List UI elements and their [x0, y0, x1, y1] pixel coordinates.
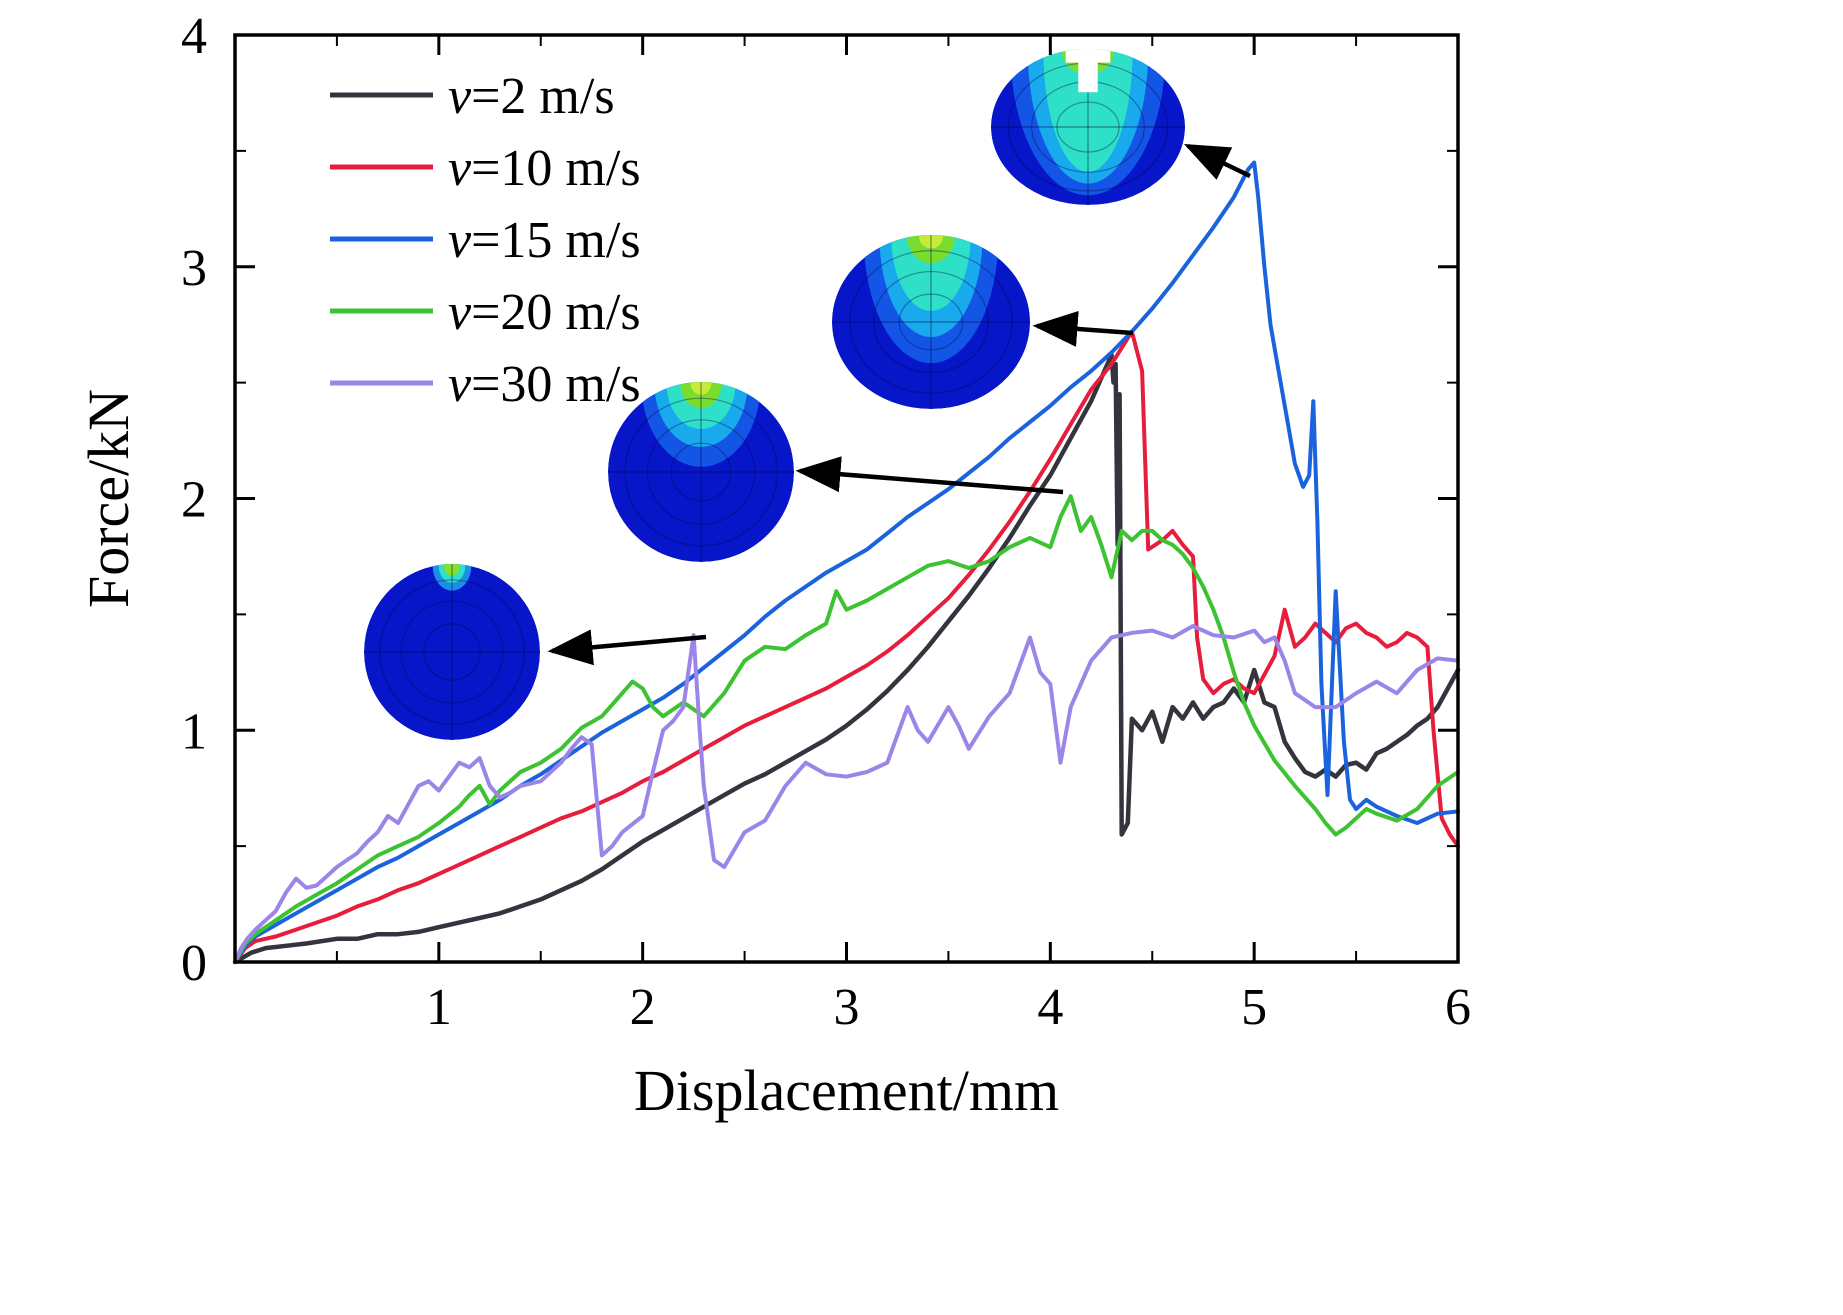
series-line-v-2	[232, 352, 1461, 965]
y-tick-label: 2	[181, 472, 207, 529]
arrow-stage-4	[1183, 143, 1251, 180]
arrow-stage-3	[1032, 310, 1134, 347]
legend-label: v=30 m/s	[448, 356, 641, 413]
axes: 1 2 3 4 5 6 0 1 2 3 4 Displacement/mm Force/kN	[76, 8, 1471, 1123]
arrow-stage-2	[795, 456, 1064, 495]
annotation-arrows	[547, 143, 1251, 666]
series-line-v-30	[233, 624, 1460, 964]
y-tick-label: 3	[181, 240, 207, 297]
legend-item-v-30: v=30 m/s	[330, 356, 641, 413]
x-tick-label: 6	[1445, 979, 1471, 1036]
x-tick-label: 2	[630, 979, 656, 1036]
legend-item-v-15: v=15 m/s	[330, 212, 641, 269]
deformation-stage-4	[991, 49, 1185, 205]
series-line-v-20	[233, 494, 1460, 964]
series-line-v-15	[233, 160, 1460, 964]
deformation-stage-2	[608, 382, 794, 562]
arrow-stage-1	[547, 629, 707, 666]
legend: v=2 m/s v=10 m/s v=15 m/s v=20 m/s v=30 m/s	[330, 68, 641, 413]
x-tick-label: 5	[1241, 979, 1267, 1036]
deformation-insets	[364, 49, 1185, 740]
legend-label: v=15 m/s	[448, 212, 641, 269]
y-tick-label: 0	[181, 935, 207, 992]
series-lines	[232, 160, 1461, 965]
x-tick-label: 3	[834, 979, 860, 1036]
legend-item-v-2: v=2 m/s	[330, 68, 615, 125]
legend-item-v-10: v=10 m/s	[330, 140, 641, 197]
deformation-stage-3	[832, 235, 1030, 409]
deformation-stage-1	[364, 564, 540, 740]
x-axis-label: Displacement/mm	[634, 1058, 1059, 1123]
y-axis-label: Force/kN	[76, 389, 141, 608]
x-tick-label: 4	[1037, 979, 1063, 1036]
y-tick-label: 4	[181, 8, 207, 65]
legend-label: v=2 m/s	[448, 68, 615, 125]
y-tick-label: 1	[181, 703, 207, 760]
legend-label: v=10 m/s	[448, 140, 641, 197]
legend-label: v=20 m/s	[448, 284, 641, 341]
x-tick-label: 1	[426, 979, 452, 1036]
legend-item-v-20: v=20 m/s	[330, 284, 641, 341]
